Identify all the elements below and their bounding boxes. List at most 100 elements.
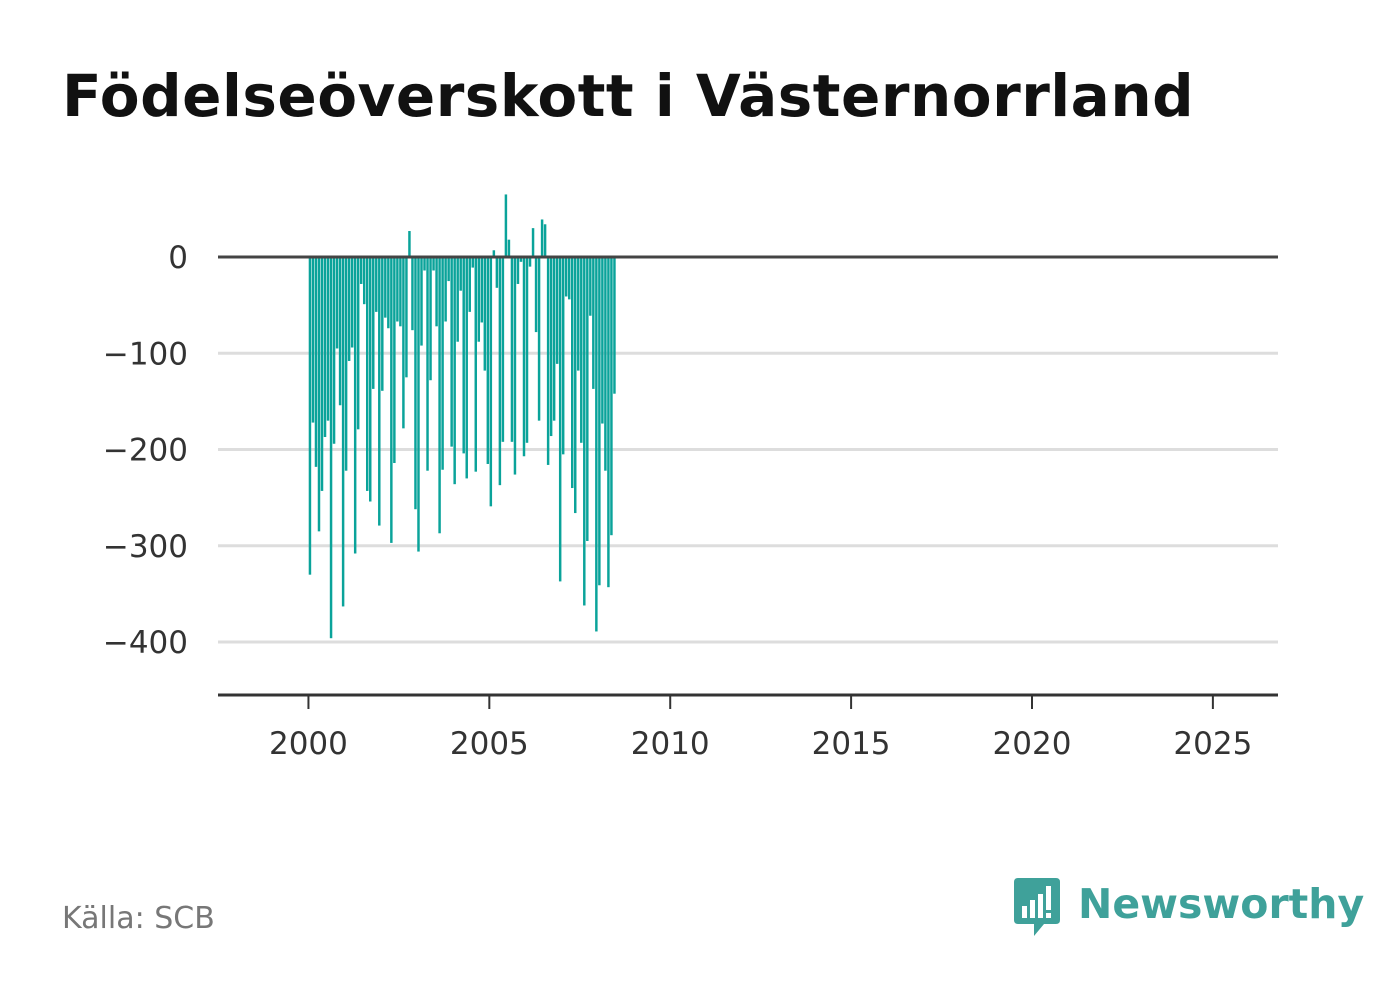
- bar-chart-speech-bubble-icon: [1014, 878, 1060, 936]
- bar: [314, 257, 318, 467]
- bar: [540, 219, 544, 258]
- bar: [329, 257, 333, 639]
- bar: [498, 257, 502, 486]
- y-tick-label: −400: [103, 625, 188, 661]
- y-tick-label: −300: [103, 529, 188, 565]
- bar: [335, 257, 339, 349]
- bar: [543, 224, 547, 258]
- bar: [369, 257, 372, 502]
- bar: [417, 257, 420, 552]
- bar: [462, 257, 465, 454]
- bar: [549, 257, 553, 437]
- bar: [408, 231, 411, 258]
- bar: [356, 257, 360, 430]
- bar: [564, 257, 568, 297]
- bar: [350, 257, 354, 348]
- bar: [468, 257, 471, 312]
- bar: [580, 257, 583, 443]
- bar: [375, 257, 378, 312]
- bar: [552, 257, 556, 421]
- bar: [381, 257, 384, 391]
- bar: [574, 257, 577, 514]
- bar: [613, 257, 616, 394]
- bar: [571, 257, 574, 489]
- logo-text: Newsworthy: [1078, 880, 1365, 928]
- y-tick-label: 0: [168, 240, 188, 276]
- bar: [555, 257, 559, 364]
- bar: [450, 257, 453, 447]
- bar: [561, 257, 565, 455]
- bar: [365, 257, 369, 491]
- bar: [396, 257, 399, 322]
- bar: [344, 257, 348, 471]
- bar: [432, 257, 435, 271]
- bar: [414, 257, 417, 510]
- bar: [516, 257, 520, 284]
- bar: [471, 257, 474, 268]
- bar: [341, 257, 345, 607]
- bar: [378, 257, 381, 526]
- bar: [601, 257, 604, 424]
- bar: [384, 257, 387, 318]
- bar: [492, 250, 496, 258]
- bar: [528, 257, 532, 267]
- bar: [459, 257, 462, 291]
- x-axis-ticks: 2000 2005 2010 2015 2020 2025: [269, 695, 1252, 762]
- bar: [474, 257, 478, 472]
- bar: [598, 257, 601, 586]
- bar: [332, 257, 336, 444]
- bar: [456, 257, 459, 342]
- bar: [429, 257, 432, 381]
- bar: [546, 257, 550, 465]
- bar: [326, 257, 330, 421]
- bar: [486, 257, 490, 464]
- bar: [362, 257, 366, 305]
- bar: [390, 257, 393, 543]
- bar: [589, 257, 592, 316]
- bar: [610, 257, 613, 536]
- bar: [359, 257, 363, 284]
- y-axis-ticks: 0 −100 −200 −300 −400: [103, 240, 188, 661]
- bar: [338, 257, 342, 406]
- bar: [567, 257, 571, 300]
- x-tick-label: 2010: [631, 726, 710, 762]
- y-tick-label: −100: [103, 336, 188, 372]
- bar: [513, 257, 517, 475]
- bar: [353, 257, 357, 554]
- bar: [607, 257, 610, 588]
- x-tick-label: 2000: [269, 726, 348, 762]
- bar: [438, 257, 441, 534]
- bar: [507, 239, 511, 258]
- x-tick-label: 2015: [812, 726, 891, 762]
- bar: [465, 257, 468, 479]
- bar: [483, 257, 487, 371]
- bar: [525, 257, 529, 443]
- bar: [411, 257, 414, 331]
- bar: [420, 257, 423, 346]
- bar: [504, 194, 508, 258]
- bar: [441, 257, 444, 470]
- bar: [586, 257, 589, 541]
- bar: [453, 257, 456, 485]
- bar: [522, 257, 526, 457]
- grid-lines: [218, 351, 1278, 644]
- chart-title: Födelseöverskott i Västernorrland: [62, 62, 1195, 130]
- bar: [399, 257, 402, 327]
- bar: [480, 257, 484, 323]
- bar: [534, 257, 538, 333]
- bar: [387, 257, 390, 329]
- bar: [444, 257, 447, 322]
- bar: [537, 257, 541, 421]
- bar: [426, 257, 429, 471]
- bar: [317, 257, 321, 532]
- bar: [423, 257, 426, 271]
- bar: [308, 257, 312, 575]
- bar: [405, 257, 408, 378]
- bar: [393, 257, 396, 464]
- y-tick-label: −200: [103, 433, 188, 469]
- bar: [558, 257, 562, 582]
- x-tick-label: 2020: [993, 726, 1072, 762]
- bar: [489, 257, 493, 507]
- bar: [372, 257, 375, 389]
